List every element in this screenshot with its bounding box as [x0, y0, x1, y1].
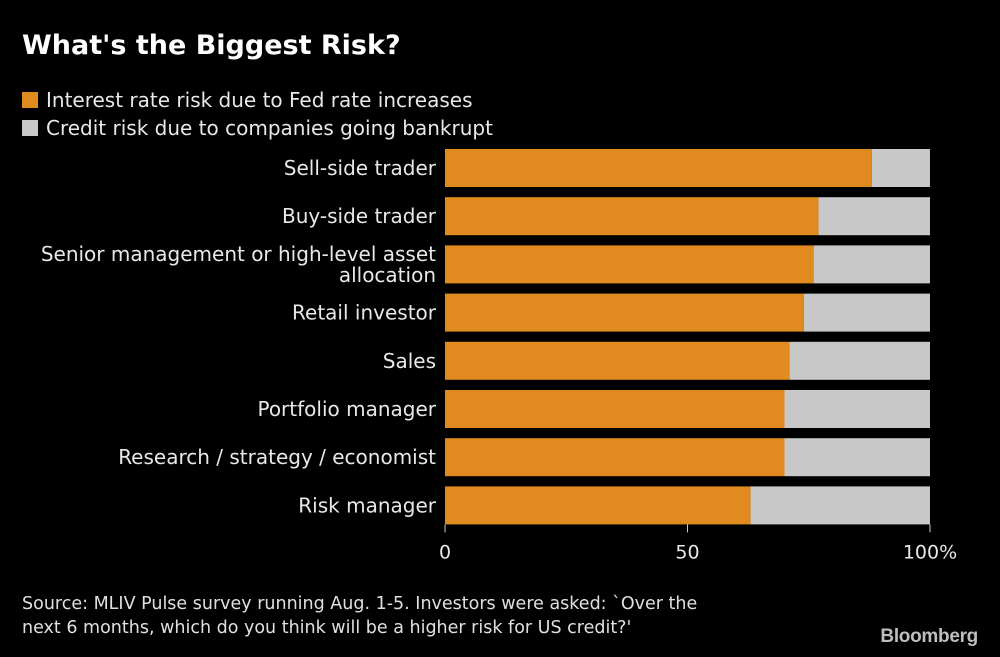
x-tick-label-0: 0 — [439, 541, 451, 563]
bar-credit-6 — [784, 438, 930, 477]
bar-interest-rate-4 — [445, 341, 790, 380]
category-label-3: Retail investor — [292, 301, 437, 325]
source-line-1: Source: MLIV Pulse survey running Aug. 1… — [22, 594, 698, 614]
bar-credit-1 — [818, 197, 930, 236]
source-note: Source: MLIV Pulse survey running Aug. 1… — [22, 592, 697, 640]
bar-interest-rate-1 — [445, 197, 819, 236]
chart-title: What's the Biggest Risk? — [22, 30, 401, 61]
bar-credit-5 — [784, 390, 930, 428]
category-label-1: Buy-side trader — [282, 204, 437, 228]
legend-swatch-credit — [22, 120, 38, 136]
bar-interest-rate-3 — [445, 293, 804, 332]
category-label-6: Research / strategy / economist — [118, 445, 436, 469]
bar-interest-rate-6 — [445, 438, 785, 477]
bar-credit-4 — [789, 341, 930, 380]
x-tick-label-2: 100% — [903, 541, 957, 563]
category-label-2-1: allocation — [339, 263, 436, 287]
legend-item-credit: Credit risk due to companies going bankr… — [22, 114, 493, 142]
legend: Interest rate risk due to Fed rate incre… — [22, 86, 493, 142]
legend-swatch-interest-rate — [22, 92, 38, 108]
bar-interest-rate-5 — [445, 390, 785, 428]
bar-interest-rate-0 — [445, 149, 872, 187]
bar-interest-rate-2 — [445, 245, 814, 284]
bloomberg-logo: Bloomberg — [880, 626, 978, 647]
bar-chart: Sell-side trader Buy-side trader Senior ma… — [41, 149, 957, 563]
bar-interest-rate-7 — [445, 486, 751, 525]
category-label-5: Portfolio manager — [257, 397, 436, 421]
bar-credit-0 — [871, 149, 930, 187]
category-label-4: Sales — [383, 349, 436, 373]
legend-label-interest-rate: Interest rate risk due to Fed rate incre… — [46, 88, 473, 112]
bar-credit-7 — [750, 486, 930, 525]
x-tick-label-1: 50 — [675, 541, 699, 563]
legend-label-credit: Credit risk due to companies going bankr… — [46, 116, 493, 140]
bar-credit-3 — [803, 293, 930, 332]
legend-item-interest-rate: Interest rate risk due to Fed rate incre… — [22, 86, 493, 114]
category-label-2-0: Senior management or high-level asset — [41, 242, 436, 266]
category-label-7: Risk manager — [298, 493, 436, 517]
category-label-0: Sell-side trader — [284, 156, 437, 180]
bar-credit-2 — [813, 245, 930, 284]
source-line-2: next 6 months, which do you think will b… — [22, 618, 632, 638]
